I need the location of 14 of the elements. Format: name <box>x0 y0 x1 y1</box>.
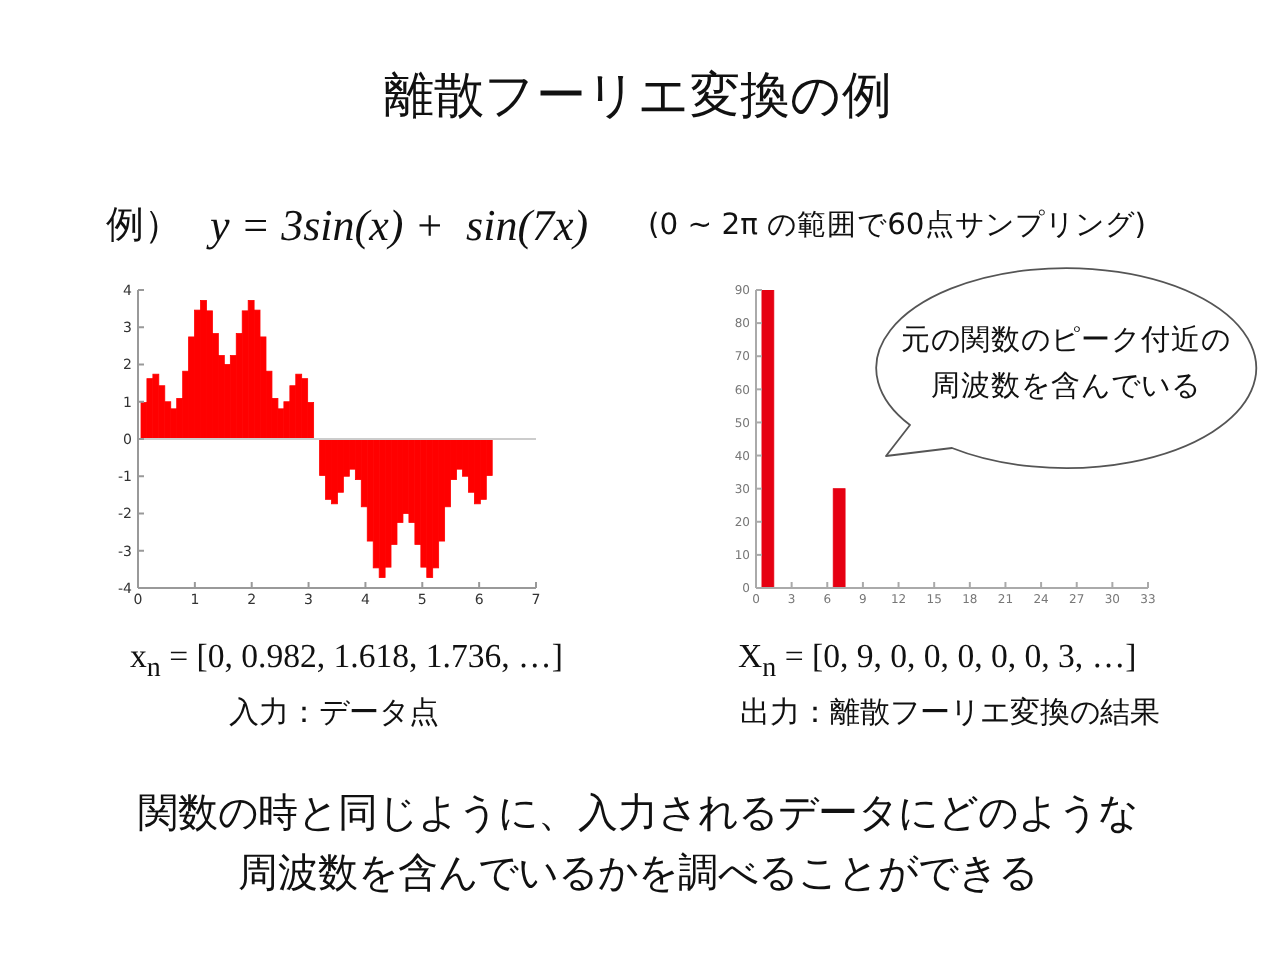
text: 入力：データ点 <box>229 694 439 730</box>
text: 周波数を含んでいるかを調べることができる <box>238 848 1038 896</box>
bar <box>301 378 309 440</box>
text: 例） <box>106 203 182 249</box>
text: (0 ~ 2π の範囲で60点サンプリング) <box>648 208 1146 244</box>
text: 関数の時と同じように、入力されるデータにどのような <box>138 788 1138 836</box>
text: 離散フーリエ変換の例 <box>384 66 892 126</box>
annotation: 周波数を含んでいる <box>931 370 1201 406</box>
chart-subtitle: y = 3sin(x) + sin(7x) <box>210 199 589 253</box>
text: x$_{n}$ = [0, 0.982, 1.618, 1.736, …] <box>130 636 563 688</box>
bar <box>479 438 487 500</box>
text: 出力：離散フーリエ変換の結果 <box>740 694 1160 730</box>
annotation: 元の関数のピーク付近の <box>901 324 1231 360</box>
text: X$_{n}$ = [0, 9, 0, 0, 0, 0, 0, 3, …] <box>738 636 1137 688</box>
